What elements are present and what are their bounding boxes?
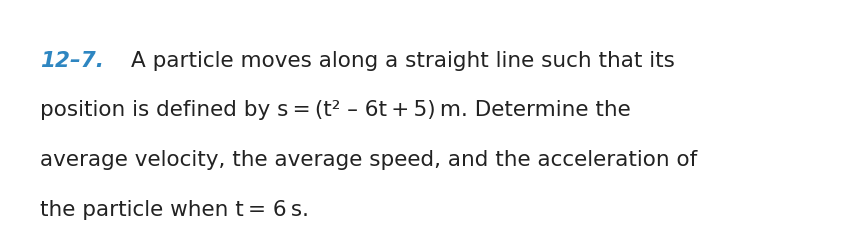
Text: 12–7.: 12–7. xyxy=(40,51,103,71)
Text: A particle moves along a straight line such that its: A particle moves along a straight line s… xyxy=(131,51,675,71)
Text: the particle when t = 6 s.: the particle when t = 6 s. xyxy=(40,200,309,220)
Text: average velocity, the average speed, and the acceleration of: average velocity, the average speed, and… xyxy=(40,150,697,170)
Text: position is defined by s = (t² – 6t + 5) m. Determine the: position is defined by s = (t² – 6t + 5)… xyxy=(40,100,631,121)
